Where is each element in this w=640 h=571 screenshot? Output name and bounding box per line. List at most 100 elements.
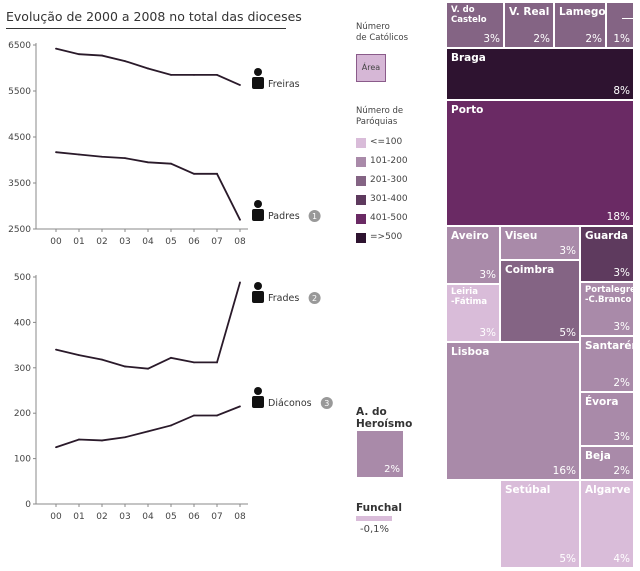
- y-tick-label: 400: [14, 318, 31, 328]
- tile-name: Lisboa: [451, 346, 490, 358]
- tile-percent: 3%: [483, 33, 500, 45]
- legend-swatch: [356, 176, 366, 186]
- data-point: [55, 348, 57, 351]
- data-point: [55, 446, 57, 449]
- treemap-tile: Viseu 3%: [500, 226, 580, 260]
- data-point: [239, 84, 241, 86]
- tile-name: Santarém: [585, 340, 633, 352]
- x-tick-label: 05: [165, 512, 176, 522]
- note-number: 2: [312, 294, 317, 303]
- data-point: [55, 151, 57, 154]
- data-point: [239, 281, 241, 284]
- data-point: [101, 358, 103, 361]
- tile-name: Porto: [451, 104, 484, 116]
- acores-label: A. do Heroísmo: [356, 406, 413, 430]
- data-point: [101, 54, 103, 57]
- treemap-tile: V. Real 2%: [504, 2, 554, 48]
- x-tick-label: 03: [119, 512, 130, 522]
- series-label: Frades: [268, 293, 299, 304]
- y-tick-label: 200: [14, 409, 31, 419]
- x-tick-label: 01: [73, 512, 84, 522]
- treemap-tile: Setúbal 5%: [500, 480, 580, 568]
- x-tick-label: 04: [142, 512, 154, 522]
- treemap-tile: Porto 18%: [446, 100, 634, 226]
- data-point: [147, 67, 149, 70]
- legend-swatch: [356, 214, 366, 224]
- treemap-tile: Braga 8%: [446, 48, 634, 100]
- tile-percent: 16%: [552, 465, 576, 477]
- nun-icon: [252, 68, 264, 89]
- treemap-tile: 1%: [606, 2, 634, 48]
- tile-percent: 2%: [384, 464, 400, 475]
- y-tick-label: 500: [14, 273, 31, 283]
- y-tick-label: 6500: [8, 41, 31, 51]
- tile-percent: 3%: [613, 267, 630, 279]
- funchal-label: Funchal: [356, 502, 402, 514]
- data-point: [101, 155, 103, 158]
- title-underline: [6, 28, 286, 29]
- paroquias-legend-title: Número de Paróquias: [356, 106, 404, 127]
- x-tick-label: 02: [96, 512, 107, 522]
- note-number: 1: [312, 212, 317, 221]
- tile-name: Viseu: [505, 230, 538, 242]
- note-badge: [308, 210, 321, 222]
- legend-label: 101-200: [370, 156, 408, 166]
- data-point: [124, 365, 126, 368]
- x-tick-label: 07: [211, 237, 222, 247]
- data-point: [193, 414, 195, 417]
- x-tick-label: 05: [165, 237, 176, 247]
- data-point: [78, 438, 80, 441]
- funchal-percent: -0,1%: [360, 524, 390, 535]
- x-tick-label: 02: [96, 237, 107, 247]
- treemap-tile: Beja 2%: [580, 446, 634, 480]
- y-tick-label: 5500: [8, 87, 31, 97]
- x-tick-label: 08: [234, 237, 246, 247]
- tile-percent: 3%: [479, 327, 496, 339]
- tile-percent: 8%: [613, 85, 630, 97]
- x-tick-label: 08: [234, 512, 246, 522]
- x-tick-label: 01: [73, 237, 84, 247]
- x-tick-label: 00: [50, 512, 62, 522]
- treemap-tile: Lisboa 16%: [446, 342, 580, 480]
- legend-label: 201-300: [370, 175, 408, 185]
- treemap-tile: Algarve 4%: [580, 480, 634, 568]
- note-number: 3: [324, 399, 329, 408]
- tile-percent: 3%: [479, 269, 496, 281]
- tile-percent: 3%: [613, 431, 630, 443]
- series-label: Diáconos: [268, 398, 312, 409]
- note-badge: [308, 292, 321, 304]
- treemap-tile: Aveiro 3%: [446, 226, 500, 284]
- friar-icon: [252, 282, 264, 303]
- data-point: [193, 74, 195, 76]
- data-point: [101, 439, 103, 442]
- legend-label: =>500: [370, 232, 403, 242]
- tile-percent: 5%: [559, 553, 576, 565]
- treemap-tile: Santarém 2%: [580, 336, 634, 392]
- priest-icon: [252, 200, 264, 221]
- legend-label: 401-500: [370, 213, 408, 223]
- x-tick-label: 00: [50, 237, 62, 247]
- deacon-icon: [252, 387, 264, 408]
- tile-name: Aveiro: [451, 230, 489, 242]
- treemap-tile: Portalegre -C.Branco 3%: [580, 282, 634, 336]
- y-tick-label: 0: [25, 500, 31, 510]
- tile-percent: 5%: [559, 327, 576, 339]
- legend-label: 301-400: [370, 194, 408, 204]
- x-tick-label: 07: [211, 512, 222, 522]
- data-point: [124, 436, 126, 439]
- data-point: [216, 414, 218, 417]
- data-point: [193, 361, 195, 364]
- data-point: [78, 53, 80, 56]
- data-point: [170, 424, 172, 427]
- tile-name: V. do Castelo: [451, 5, 487, 25]
- series-line-diáconos: [55, 405, 241, 449]
- series-line-freiras: [55, 47, 241, 86]
- data-point: [124, 60, 126, 62]
- tile-percent: 2%: [533, 33, 550, 45]
- tile-name: Braga: [451, 52, 486, 64]
- legend-swatch: [356, 233, 366, 243]
- tile-percent: 3%: [559, 245, 576, 257]
- catolicos-legend-title: Número de Católicos: [356, 22, 409, 43]
- treemap-tile: V. do Castelo 3%: [446, 2, 504, 48]
